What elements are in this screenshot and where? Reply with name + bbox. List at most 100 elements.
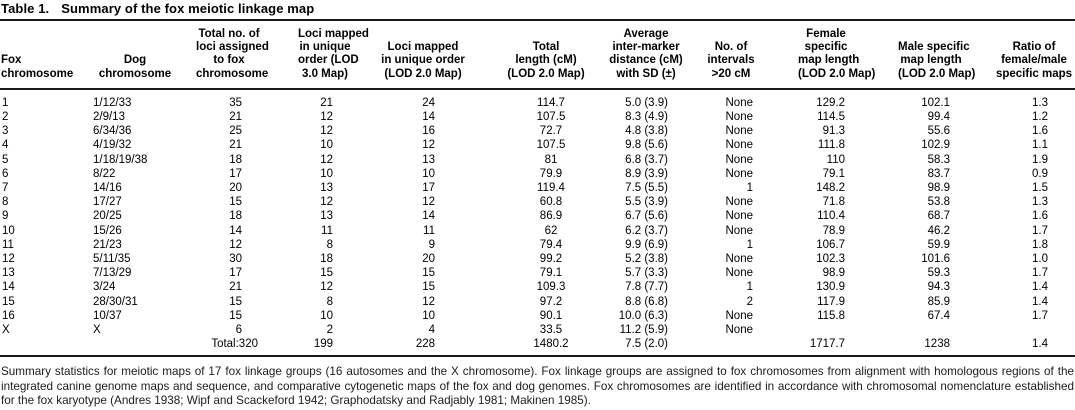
cell-loci-unique-order-lod3: 10 [320,309,333,322]
cell-dog-chromosome: 21/23 [93,238,122,251]
cell-dog-chromosome: X [93,324,101,337]
column-header-total-loci-assigned: Total no. of loci assigned to fox chromosom… [182,21,269,90]
cell-female-map-length: 115.8 [817,309,845,322]
cell-avg-intermarker-distance: 8.9 (3.9) [625,167,668,180]
cell-female-map-length: 130.9 [816,281,845,294]
cell-loci-unique-order-lod2: 14 [422,210,435,223]
cell-loci-unique-order-lod3: 8 [326,295,333,308]
cell-intervals-gt-20cm: 2 [746,295,753,308]
cell-total-length: 109.3 [536,281,566,294]
cell-total-loci-assigned: 15 [229,309,242,322]
cell-avg-intermarker-distance: 7.8 (7.7) [625,281,668,294]
cell-ratio-female-male: 1.5 [1032,182,1048,195]
cell-total-length: 81 [544,153,558,166]
cell-fox-chromosome: 15 [2,295,15,308]
cell-total-length: 114.7 [537,96,565,109]
cell-intervals-gt-20cm: None [725,139,754,152]
cell-female-map-length: 91.3 [822,125,845,138]
cell-intervals-gt-20cm: None [725,111,754,124]
cell-intervals-gt-20cm: None [725,125,754,138]
cell-total-length: 62 [544,224,558,237]
cell-avg-intermarker-distance: 11.2 (5.9) [619,324,668,337]
cell-fox-chromosome: 1 [2,96,9,109]
cell-intervals-gt-20cm: None [725,167,754,180]
table-row-fox-12: 12 5/11/35 30 18 20 99.2 5.2 (3.8) None 102.3 101… [0,252,1075,266]
cell-dog-chromosome: 10/37 [93,309,122,322]
cell-loci-unique-order-lod2: 10 [422,309,435,322]
cell-fox-chromosome: 3 [2,125,9,138]
cell-loci-unique-order-lod3: 12 [320,281,333,294]
table-number: Table 1. [1,1,50,16]
cell-avg-intermarker-distance: 5.7 (3.3) [625,267,668,280]
cell-total-length: 107.5 [536,111,566,124]
cell-loci-unique-order-lod3: 12 [320,196,333,209]
cell-total-loci-assigned: 6 [235,324,242,337]
cell-ratio-female-male [964,323,1075,337]
cell-total-length: 107.5 [536,139,566,152]
cell-female-map-length: 79.1 [822,167,845,180]
table-row-fox-14: 14 3/24 21 12 15 109.3 7.8 (7.7) 1 130.9 94.3 1.4 [0,280,1075,294]
cell-total-loci-assigned: 21 [229,281,242,294]
cell-avg-intermarker-distance: 6.7 (5.6) [625,210,668,223]
cell-intervals-gt-20cm: 1 [746,281,753,294]
cell-female-map-length: 98.9 [822,267,845,280]
cell-loci-unique-order-lod3: 13 [320,210,333,223]
cell-loci-unique-order-lod2: 15 [422,281,435,294]
cell-ratio-female-male: 1.3 [1032,196,1048,209]
cell-intervals-gt-20cm: 1 [746,238,753,251]
cell-ratio-female-male: 1.4 [964,337,1075,358]
cell-fox-chromosome: 14 [2,281,15,294]
cell-loci-unique-order-lod2: 12 [422,295,435,308]
table-caption: Summary of the fox meiotic linkage map [61,1,315,16]
cell-avg-intermarker-distance: 10.0 (6.3) [618,309,668,322]
cell-male-map-length: 102.1 [921,96,950,109]
cell-intervals-gt-20cm: None [725,253,754,266]
cell-ratio-female-male: 1.0 [1032,253,1048,266]
cell-total-length: 79.1 [539,267,563,280]
cell-intervals-gt-20cm: None [725,210,754,223]
cell-total-length: 99.2 [539,253,563,266]
table-row-fox-1: 1 1/12/33 35 21 24 114.7 5.0 (3.9) None 129.2 102… [0,89,1075,110]
cell-total-length: 97.2 [539,295,563,308]
cell-fox-chromosome: 13 [2,267,15,280]
cell-fox-chromosome: 9 [2,210,9,223]
cell-loci-unique-order-lod3: 12 [320,153,333,166]
cell-male-map-length: 46.2 [927,224,950,237]
table-row-fox-9: 9 20/25 18 13 14 86.9 6.7 (5.6) None 110.4 68.7 1.… [0,209,1075,223]
cell-loci-unique-order-lod3: 8 [326,238,333,251]
cell-avg-intermarker-distance: 7.5 (2.0) [592,337,700,358]
cell-loci-unique-order-lod3: 15 [320,267,333,280]
column-header-female-map-length: Female specific map length (LOD 2.0 Map) [762,21,875,90]
table-row-fox-13: 13 7/13/29 17 15 15 79.1 5.7 (3.3) None 98.9 59.3… [0,266,1075,280]
cell-male-map-length: 99.4 [927,111,950,124]
cell-total-loci-assigned: 25 [229,125,242,138]
cell-total-loci-assigned: 21 [229,139,242,152]
table-row-fox-7: 7 14/16 20 13 17 119.4 7.5 (5.5) 1 148.2 98.9 1.5 [0,181,1075,195]
cell-loci-unique-order-lod2: 12 [422,196,435,209]
cell-intervals-gt-20cm: None [725,153,754,166]
table-row-fox-16: 16 10/37 15 10 10 90.1 10.0 (6.3) None 115.8 67.4… [0,309,1075,323]
cell-loci-unique-order-lod3: 11 [321,224,333,237]
cell-loci-unique-order-lod2: 14 [422,111,435,124]
cell-loci-unique-order-lod3: 18 [320,253,333,266]
cell-male-map-length: 67.4 [927,309,950,322]
table-footnote: Summary statistics for meiotic maps of 1… [1,365,1074,408]
cell-avg-intermarker-distance: 4.8 (3.8) [625,125,668,138]
cell-dog-chromosome: 15/26 [93,224,122,237]
table-title: Table 1. Summary of the fox meiotic linka… [0,0,1075,21]
cell-female-map-length: 129.2 [816,96,845,109]
cell-loci-unique-order-lod2: 228 [352,337,472,358]
linkage-map-table: Fox chromosome Dog chromosome Total no. of lo… [0,21,1075,358]
cell-male-map-length: 1238 [854,337,964,358]
total-row: Total:320 199 228 1480.2 7.5 (2.0) 1717.7 1238… [0,337,1075,358]
cell-male-map-length: 55.6 [927,125,950,138]
cell-loci-unique-order-lod2: 20 [422,253,435,266]
cell-male-map-length: 102.9 [921,139,950,152]
cell-ratio-female-male: 1.9 [1032,153,1048,166]
column-header-male-map-length: Male specific map length (LOD 2.0 Map) [854,21,975,90]
cell-fox-chromosome: X [2,324,10,337]
cell-loci-unique-order-lod2: 24 [422,96,435,109]
cell-total-length: 79.9 [539,167,563,180]
cell-dog-chromosome: 7/13/29 [93,267,132,280]
cell-loci-unique-order-lod2: 11 [423,224,435,237]
